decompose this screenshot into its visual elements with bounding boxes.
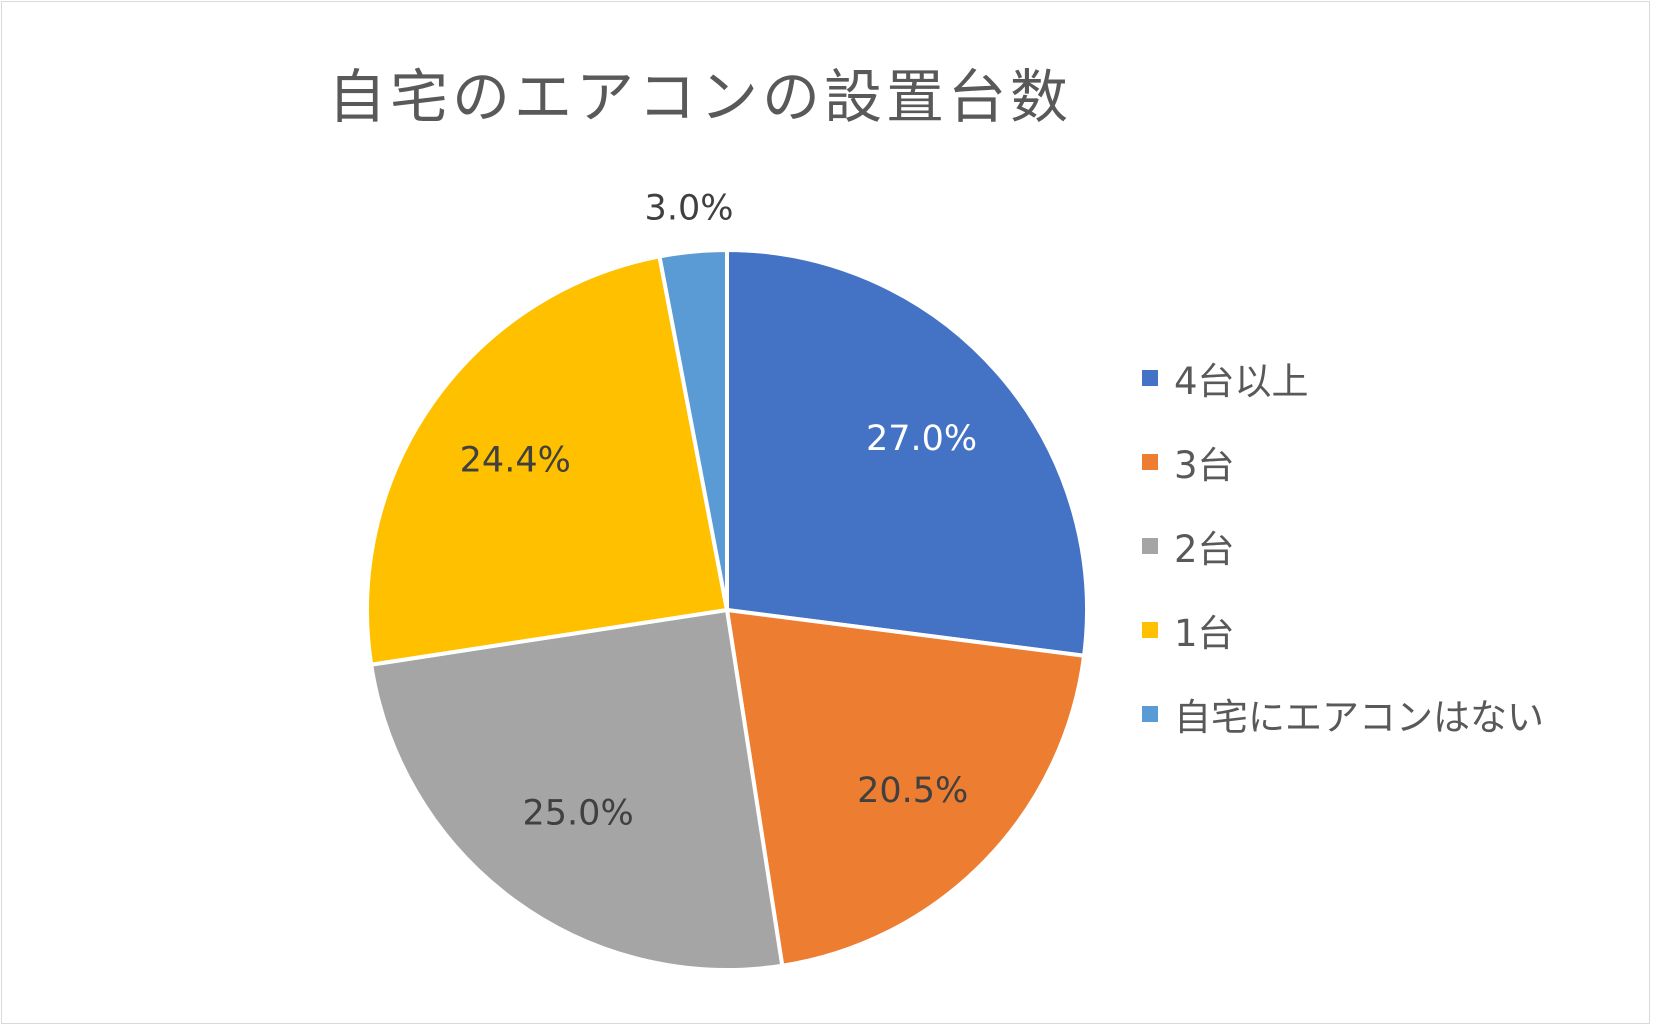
data-label-slice-1: 27.0%	[866, 419, 977, 459]
legend-label: 4台以上	[1174, 360, 1309, 403]
data-label-slice-3: 25.0%	[523, 793, 634, 833]
pie-slice-4	[365, 254, 729, 667]
pie-slice-2	[725, 608, 1087, 968]
legend-item-3: 2台	[1142, 504, 1544, 588]
data-label-slice-5: 3.0%	[645, 189, 734, 229]
legend-swatch	[1142, 454, 1158, 470]
legend-item-2: 3台	[1142, 420, 1544, 504]
legend-label: 3台	[1174, 444, 1235, 487]
legend-label: 2台	[1174, 528, 1235, 571]
legend-swatch	[1142, 706, 1158, 722]
pie-slice-5	[657, 248, 729, 612]
legend-label: 1台	[1174, 612, 1235, 655]
pie-slice-1	[725, 248, 1089, 658]
legend-swatch	[1142, 370, 1158, 386]
data-label-slice-2: 20.5%	[857, 771, 968, 811]
legend-swatch	[1142, 538, 1158, 554]
legend-label: 自宅にエアコンはない	[1174, 696, 1544, 739]
legend: 4台以上 3台 2台 1台自宅にエアコンはない	[1142, 336, 1544, 756]
legend-item-1: 4台以上	[1142, 336, 1544, 420]
legend-item-5: 自宅にエアコンはない	[1142, 672, 1544, 756]
legend-swatch	[1142, 622, 1158, 638]
data-label-slice-4: 24.4%	[460, 440, 571, 480]
chart-title: 自宅のエアコンの設置台数	[327, 63, 1072, 131]
legend-item-4: 1台	[1142, 588, 1544, 672]
pie-slice-3	[369, 608, 785, 972]
